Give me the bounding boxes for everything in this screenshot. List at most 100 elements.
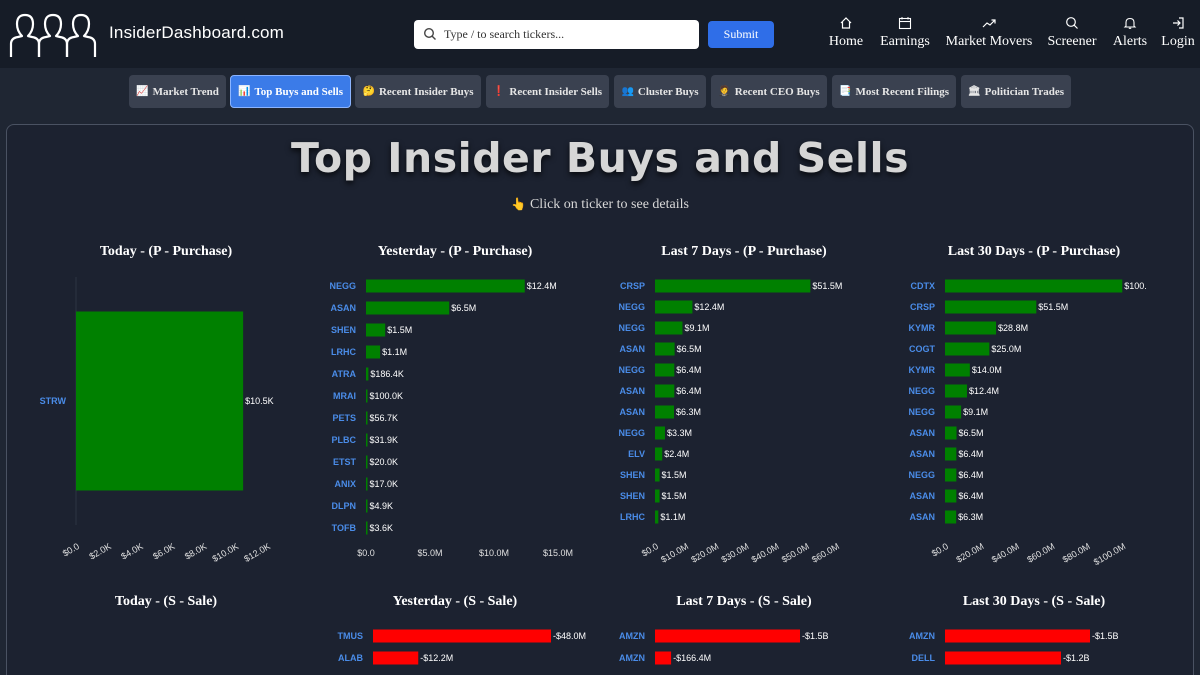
ticker-label[interactable]: COGT bbox=[909, 344, 936, 354]
tab-top-buys-and-sells[interactable]: 📊 Top Buys and Sells bbox=[230, 75, 351, 108]
ticker-label[interactable]: PETS bbox=[332, 413, 356, 423]
bar bbox=[366, 455, 368, 469]
ticker-label[interactable]: NEGG bbox=[329, 281, 356, 291]
bar bbox=[366, 323, 386, 337]
ticker-label[interactable]: NEGG bbox=[618, 428, 645, 438]
tab-politician-trades[interactable]: 🏛 Politician Trades bbox=[961, 75, 1071, 108]
value-label: $12.4M bbox=[694, 302, 724, 312]
bar bbox=[945, 489, 957, 503]
value-label: $56.7K bbox=[370, 413, 399, 423]
ticker-label[interactable]: LRHC bbox=[331, 347, 356, 357]
ticker-label[interactable]: ALAB bbox=[338, 653, 363, 663]
ticker-label[interactable]: KYMR bbox=[909, 323, 936, 333]
tab-recent-ceo-buys[interactable]: 🤵 Recent CEO Buys bbox=[711, 75, 827, 108]
ticker-label[interactable]: CRSP bbox=[620, 281, 645, 291]
nav-earnings[interactable]: Earnings bbox=[878, 16, 932, 50]
ticker-label[interactable]: ASAN bbox=[909, 428, 935, 438]
bar bbox=[655, 629, 800, 643]
bar bbox=[945, 651, 1061, 665]
tab-recent-insider-buys[interactable]: 🤔 Recent Insider Buys bbox=[355, 75, 481, 108]
ticker-label[interactable]: SHEN bbox=[620, 491, 645, 501]
thinking-face-icon: 🤔 bbox=[362, 86, 375, 97]
bar bbox=[366, 345, 381, 359]
chart-title-today-purchase: Today - (P - Purchase) bbox=[99, 244, 233, 259]
subtitle-text: Click on ticker to see details bbox=[529, 197, 689, 212]
ticker-label[interactable]: ETST bbox=[333, 457, 357, 467]
logo-icon[interactable] bbox=[8, 12, 100, 58]
ticker-label[interactable]: ASAN bbox=[909, 449, 935, 459]
ticker-label[interactable]: ELV bbox=[628, 449, 645, 459]
ticker-label[interactable]: DELL bbox=[912, 653, 936, 663]
ticker-label[interactable]: NEGG bbox=[908, 386, 935, 396]
bar bbox=[945, 279, 1123, 293]
ticker-label[interactable]: STRW bbox=[40, 396, 67, 406]
bar bbox=[655, 405, 675, 419]
value-label: $28.8M bbox=[998, 323, 1028, 333]
ticker-label[interactable]: ATRA bbox=[332, 369, 357, 379]
ticker-label[interactable]: NEGG bbox=[908, 407, 935, 417]
ticker-label[interactable]: NEGG bbox=[908, 470, 935, 480]
bar bbox=[945, 384, 967, 398]
ticker-label[interactable]: SHEN bbox=[620, 470, 645, 480]
ticker-label[interactable]: ASAN bbox=[619, 407, 645, 417]
bar bbox=[945, 510, 957, 524]
value-label: $20.0K bbox=[370, 457, 399, 467]
ticker-label[interactable]: TMUS bbox=[338, 631, 364, 641]
bar bbox=[366, 477, 368, 491]
nav-home[interactable]: Home bbox=[828, 16, 864, 50]
value-label: $6.4M bbox=[958, 449, 983, 459]
ticker-label[interactable]: ASAN bbox=[619, 386, 645, 396]
search-input[interactable] bbox=[444, 20, 694, 49]
nav-login[interactable]: Login bbox=[1159, 16, 1197, 50]
chart-title-7days-sale: Last 7 Days - (S - Sale) bbox=[676, 594, 812, 609]
value-label: $51.5M bbox=[812, 281, 842, 291]
ticker-label[interactable]: AMZN bbox=[909, 631, 935, 641]
ticker-label[interactable]: NEGG bbox=[618, 323, 645, 333]
nav-screener[interactable]: Screener bbox=[1046, 16, 1098, 50]
ticker-label[interactable]: MRAI bbox=[333, 391, 356, 401]
tab-recent-insider-sells[interactable]: ❗ Recent Insider Sells bbox=[486, 75, 609, 108]
ticker-label[interactable]: TOFB bbox=[332, 523, 357, 533]
bar bbox=[945, 300, 1037, 314]
ticker-label[interactable]: NEGG bbox=[618, 302, 645, 312]
brand-name[interactable]: InsiderDashboard.com bbox=[109, 23, 285, 42]
ticker-label[interactable]: AMZN bbox=[619, 631, 645, 641]
nav-alerts[interactable]: Alerts bbox=[1111, 16, 1149, 50]
ticker-label[interactable]: PLBC bbox=[332, 435, 357, 445]
ticker-label[interactable]: ASAN bbox=[909, 491, 935, 501]
document-icon: 📑 bbox=[839, 86, 852, 97]
value-label: $3.6K bbox=[370, 523, 394, 533]
ticker-label[interactable]: ASAN bbox=[909, 512, 935, 522]
value-label: $1.1M bbox=[382, 347, 407, 357]
ticker-label[interactable]: NEGG bbox=[618, 365, 645, 375]
tab-cluster-buys[interactable]: 👥 Cluster Buys bbox=[614, 75, 706, 108]
ticker-label[interactable]: SHEN bbox=[331, 325, 356, 335]
axis-tick-label: $15.0M bbox=[543, 548, 573, 558]
ticker-label[interactable]: ANIX bbox=[334, 479, 356, 489]
ticker-label[interactable]: LRHC bbox=[620, 512, 645, 522]
search-icon bbox=[1066, 17, 1078, 29]
value-label: $10.5K bbox=[245, 396, 274, 406]
value-label: $12.4M bbox=[527, 281, 557, 291]
bar bbox=[655, 489, 660, 503]
value-label: -$1.5B bbox=[802, 631, 829, 641]
value-label: $1.5M bbox=[662, 491, 687, 501]
ticker-label[interactable]: DLPN bbox=[332, 501, 357, 511]
axis-tick-label: $10.0M bbox=[479, 548, 509, 558]
ticker-label[interactable]: ASAN bbox=[330, 303, 356, 313]
bar bbox=[655, 279, 811, 293]
ticker-label[interactable]: KYMR bbox=[909, 365, 936, 375]
value-label: $6.5M bbox=[451, 303, 476, 313]
submit-button[interactable]: Submit bbox=[708, 21, 774, 48]
ticker-label[interactable]: ASAN bbox=[619, 344, 645, 354]
ticker-label[interactable]: AMZN bbox=[619, 653, 645, 663]
tab-label: Politician Trades bbox=[984, 85, 1065, 98]
tab-most-recent-filings[interactable]: 📑 Most Recent Filings bbox=[832, 75, 956, 108]
ticker-label[interactable]: CDTX bbox=[911, 281, 936, 291]
bar bbox=[945, 321, 997, 335]
nav-market-movers[interactable]: Market Movers bbox=[944, 16, 1034, 50]
ticker-label[interactable]: CRSP bbox=[910, 302, 935, 312]
tab-market-trend[interactable]: 📈 Market Trend bbox=[129, 75, 226, 108]
